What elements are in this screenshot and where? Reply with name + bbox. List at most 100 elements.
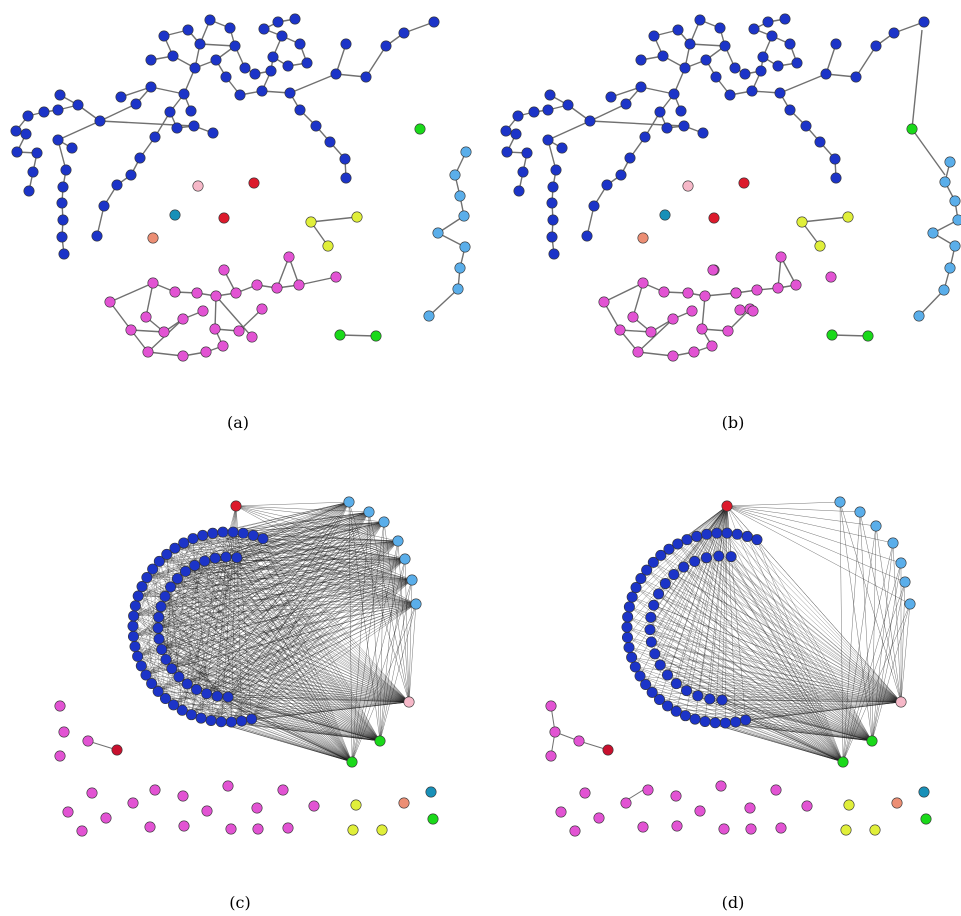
dense-edge — [842, 511, 861, 763]
dense-edge — [635, 587, 873, 742]
light-blue-node — [406, 574, 418, 586]
green-node — [370, 330, 382, 342]
blue-node — [146, 678, 158, 690]
dense-edge — [726, 505, 906, 583]
dense-edge — [673, 574, 873, 742]
green-node — [374, 735, 386, 747]
dense-edge — [138, 595, 381, 742]
blue-node — [257, 533, 269, 545]
dense-edge — [227, 579, 413, 698]
dense-edge — [158, 638, 252, 720]
blue-node — [168, 699, 180, 711]
cluster-node — [667, 313, 679, 325]
dense-edge — [632, 596, 844, 763]
tree-edge — [779, 73, 827, 94]
magenta-node — [775, 822, 787, 834]
dense-edge — [165, 659, 410, 703]
dense-edge — [236, 557, 410, 703]
blue-node — [640, 679, 652, 691]
teal-node — [659, 209, 671, 221]
dense-edge — [157, 556, 227, 629]
dense-edge — [170, 558, 406, 588]
green-node — [427, 813, 439, 825]
tree-node — [672, 24, 684, 36]
dense-edge — [231, 511, 370, 723]
dense-edge — [222, 531, 381, 742]
dense-edge — [146, 577, 353, 763]
blue-node — [173, 671, 185, 683]
blue-node — [689, 713, 701, 725]
tree-node — [340, 38, 352, 50]
dense-edge — [235, 505, 242, 722]
tree-node — [57, 181, 69, 193]
dense-edge — [747, 536, 902, 703]
blue-node — [217, 526, 229, 538]
tree-node — [125, 169, 137, 181]
dense-edge — [164, 596, 207, 694]
cluster-edge — [215, 295, 253, 338]
nodes — [10, 13, 472, 362]
pink-node — [403, 696, 415, 708]
magenta-node — [745, 823, 757, 835]
tree-node — [830, 38, 842, 50]
dense-edge — [379, 540, 399, 742]
green-link-edge — [911, 29, 923, 130]
dense-edge — [137, 595, 159, 692]
yellow-edge — [801, 216, 849, 223]
dense-edge — [132, 625, 353, 763]
tree-node — [542, 134, 554, 146]
isolated-node — [747, 305, 759, 317]
blue-node — [634, 670, 646, 682]
cluster-node — [217, 340, 229, 352]
dense-edge — [178, 676, 381, 742]
green-node — [346, 756, 358, 768]
tree-node — [918, 16, 930, 28]
tree-node — [620, 98, 632, 110]
dense-edge — [161, 649, 381, 742]
dense-edge — [133, 615, 166, 699]
dense-edge — [192, 538, 227, 558]
cluster-node — [682, 287, 694, 299]
dense-edge — [202, 535, 242, 722]
blue-node — [630, 582, 642, 594]
chain-node — [460, 146, 472, 158]
dense-edge — [185, 571, 410, 703]
salmon-node — [891, 797, 903, 809]
magenta-node — [569, 825, 581, 837]
cluster-node — [200, 346, 212, 358]
blue-node — [716, 694, 728, 706]
dense-edge — [875, 525, 902, 703]
blue-node — [127, 630, 139, 642]
dense-edge — [737, 534, 873, 742]
blue-node — [670, 705, 682, 717]
blue-node — [681, 685, 693, 697]
tree-node — [546, 197, 558, 209]
blue-node — [719, 717, 731, 729]
light-blue-node — [410, 598, 422, 610]
tree-node — [546, 231, 558, 243]
blue-node — [152, 622, 164, 634]
tree-node — [581, 230, 593, 242]
tree-node — [145, 54, 157, 66]
dense-edge — [236, 557, 381, 742]
red-node — [738, 177, 750, 189]
dense-edge — [217, 557, 227, 697]
tree-edge — [855, 45, 877, 78]
dense-edge — [225, 540, 399, 558]
dense-edge — [236, 557, 353, 763]
cluster-node — [233, 325, 245, 337]
dense-edge — [159, 561, 197, 690]
magenta-node — [642, 784, 654, 796]
tree-node — [762, 16, 774, 28]
green-node — [837, 756, 849, 768]
cluster-node — [158, 326, 170, 338]
dense-edge — [177, 578, 353, 763]
dense-edge — [839, 501, 902, 703]
dense-edge — [658, 593, 873, 742]
dense-edge — [170, 586, 417, 605]
dense-edge — [204, 560, 381, 742]
dense-edge — [185, 571, 413, 581]
dense-edge — [145, 561, 160, 676]
tree-node — [38, 106, 50, 118]
